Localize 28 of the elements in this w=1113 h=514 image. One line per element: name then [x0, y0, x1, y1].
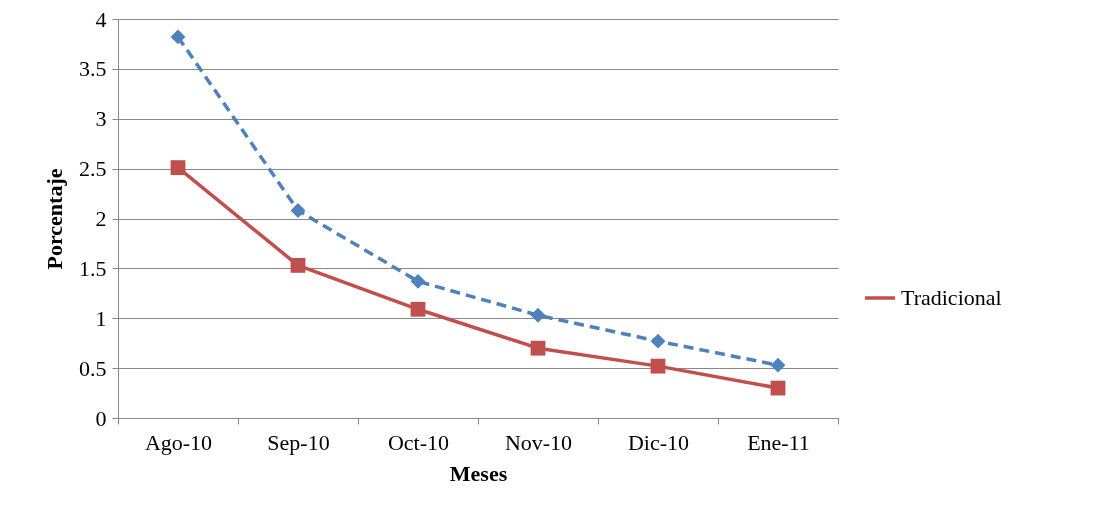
x-tick-label: Oct-10: [387, 429, 450, 455]
point: [770, 357, 786, 373]
y-tick-label: 1.5: [79, 255, 107, 281]
point: [530, 340, 546, 356]
point: [530, 307, 546, 323]
y-tick-label: 0: [95, 405, 107, 431]
x-tick-label: Nov-10: [504, 429, 573, 455]
point: [170, 29, 186, 45]
point: [650, 358, 666, 374]
point: [170, 160, 186, 176]
y-tick-label: 4: [95, 6, 107, 32]
point: [290, 257, 306, 273]
y-tick-label: 0.5: [79, 355, 107, 381]
y-tick-label: 1: [95, 305, 107, 331]
legend-label: Tradicional: [901, 285, 1002, 310]
x-tick-label: Dic-10: [627, 429, 690, 455]
y-tick-label: 3.5: [79, 56, 107, 82]
point: [410, 273, 426, 289]
point: [650, 333, 666, 349]
x-tick-label: Ene-11: [747, 429, 810, 455]
y-axis-title: Porcentaje: [42, 168, 67, 270]
x-tick-label: Ago-10: [144, 429, 213, 455]
x-axis-title: Meses: [449, 460, 508, 486]
y-tick-label: 3: [95, 106, 107, 132]
y-tick-label: 2.5: [79, 156, 107, 182]
point: [410, 301, 426, 317]
y-tick-label: 2: [95, 206, 107, 231]
x-tick-label: Sep-10: [267, 429, 330, 455]
